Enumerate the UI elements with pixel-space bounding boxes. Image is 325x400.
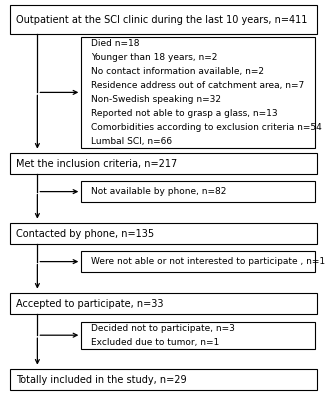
Text: Totally included in the study, n=29: Totally included in the study, n=29 xyxy=(16,374,186,385)
Text: Met the inclusion criteria, n=217: Met the inclusion criteria, n=217 xyxy=(16,159,177,169)
Text: Decided not to participate, n=3: Decided not to participate, n=3 xyxy=(91,324,235,333)
Text: Excluded due to tumor, n=1: Excluded due to tumor, n=1 xyxy=(91,338,219,346)
Text: Younger than 18 years, n=2: Younger than 18 years, n=2 xyxy=(91,53,217,62)
Bar xyxy=(81,251,315,272)
Bar xyxy=(10,369,317,390)
Text: Outpatient at the SCI clinic during the last 10 years, n=411: Outpatient at the SCI clinic during the … xyxy=(16,14,307,24)
Bar xyxy=(81,322,315,349)
Text: Reported not able to grasp a glass, n=13: Reported not able to grasp a glass, n=13 xyxy=(91,109,278,118)
Bar xyxy=(10,5,317,34)
Text: Contacted by phone, n=135: Contacted by phone, n=135 xyxy=(16,228,154,238)
Bar xyxy=(10,223,317,244)
Text: Residence address out of catchment area, n=7: Residence address out of catchment area,… xyxy=(91,81,304,90)
Text: Not available by phone, n=82: Not available by phone, n=82 xyxy=(91,187,227,196)
Text: Comorbidities according to exclusion criteria n=54: Comorbidities according to exclusion cri… xyxy=(91,123,322,132)
Bar xyxy=(10,293,317,314)
Text: Accepted to participate, n=33: Accepted to participate, n=33 xyxy=(16,298,163,309)
Text: Died n=18: Died n=18 xyxy=(91,39,139,48)
Text: Non-Swedish speaking n=32: Non-Swedish speaking n=32 xyxy=(91,95,221,104)
Bar xyxy=(81,181,315,202)
Text: No contact information available, n=2: No contact information available, n=2 xyxy=(91,67,264,76)
Text: Were not able or not interested to participate , n=102: Were not able or not interested to parti… xyxy=(91,257,325,266)
Bar xyxy=(81,37,315,148)
Text: Lumbal SCI, n=66: Lumbal SCI, n=66 xyxy=(91,136,172,146)
Bar xyxy=(10,153,317,174)
